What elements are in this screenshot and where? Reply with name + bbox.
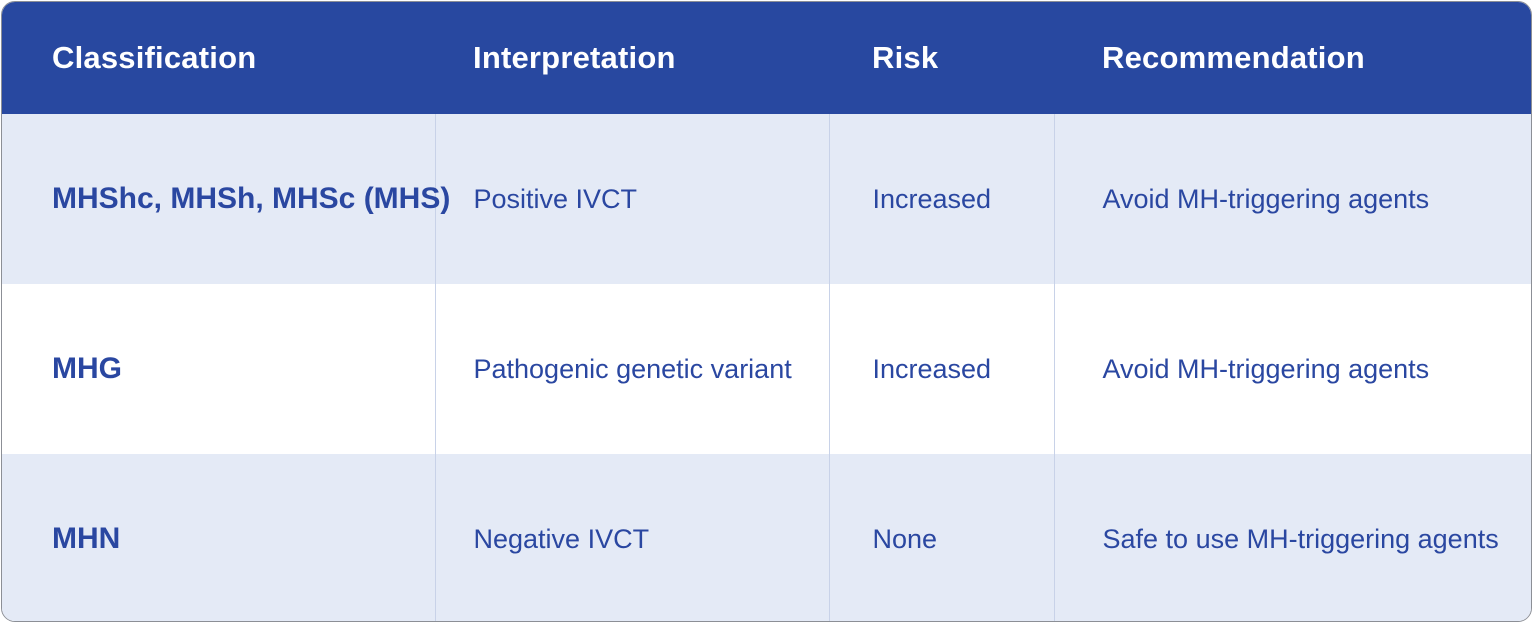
cell-risk: None (828, 454, 1054, 621)
cell-classification: MHG (52, 352, 122, 385)
cell-recommendation: Avoid MH-triggering agents (1053, 284, 1531, 454)
cell-interpretation: Negative IVCT (434, 454, 829, 621)
header-classification: Classification (52, 40, 257, 75)
header-risk: Risk (872, 40, 939, 75)
table-row: MHG Pathogenic genetic variant Increased… (2, 284, 1531, 454)
cell-risk: Increased (828, 284, 1054, 454)
cell-classification: MHShc, MHSh, MHSc (MHS) (52, 182, 451, 215)
cell-recommendation: Safe to use MH-triggering agents (1053, 454, 1531, 621)
cell-risk: Increased (828, 114, 1054, 284)
table-header-row: Classification Interpretation Risk Recom… (2, 2, 1531, 114)
cell-interpretation: Pathogenic genetic variant (434, 284, 829, 454)
cell-interpretation: Positive IVCT (434, 114, 829, 284)
cell-classification: MHN (52, 522, 121, 555)
cell-recommendation: Avoid MH-triggering agents (1053, 114, 1531, 284)
header-recommendation: Recommendation (1102, 40, 1365, 75)
table-row: MHN Negative IVCT None Safe to use MH-tr… (2, 454, 1531, 621)
table-row: MHShc, MHSh, MHSc (MHS) Positive IVCT In… (2, 114, 1531, 284)
header-interpretation: Interpretation (473, 40, 676, 75)
